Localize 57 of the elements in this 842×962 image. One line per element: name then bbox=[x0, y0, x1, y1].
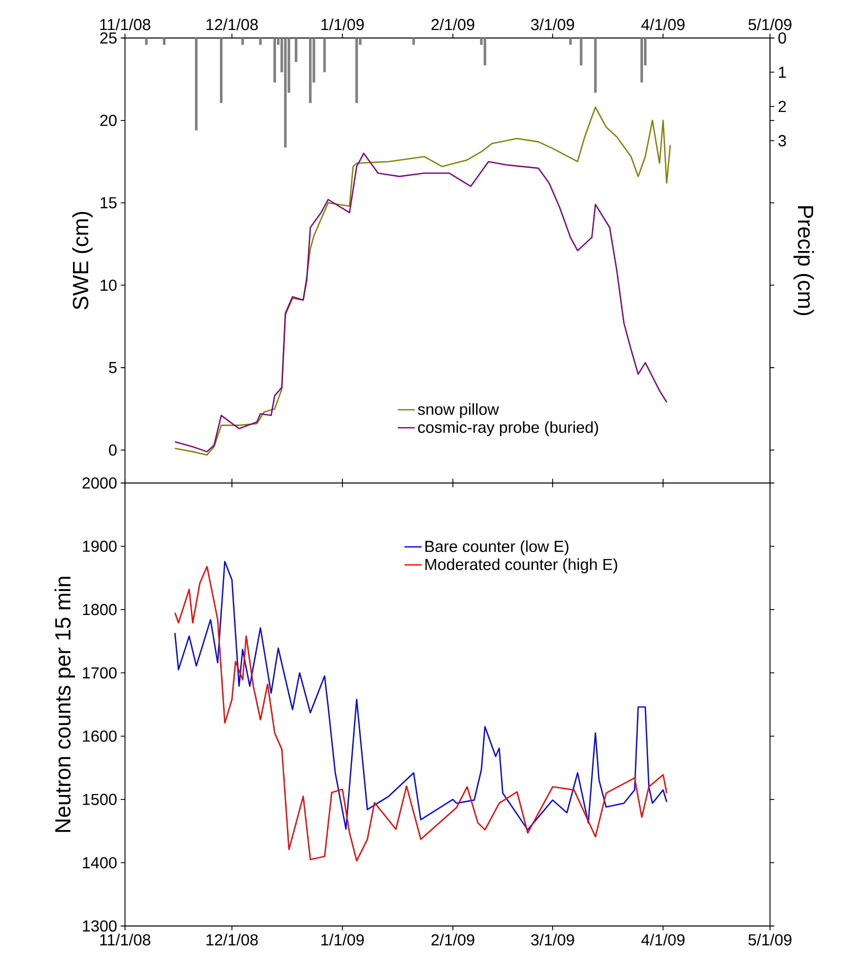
y2-tick-label: 2 bbox=[778, 100, 786, 112]
bar bbox=[640, 38, 644, 82]
y2-axis-title: Precip (cm) bbox=[793, 206, 814, 316]
legend-label: snow pillow bbox=[418, 403, 499, 418]
y-tick-label: 2000 bbox=[82, 477, 117, 489]
y-tick-label: 1300 bbox=[82, 920, 117, 932]
bar bbox=[569, 38, 572, 45]
x-tick-label: 3/1/09 bbox=[531, 934, 574, 946]
x-tick-label: 2/1/09 bbox=[431, 934, 474, 946]
y2-tick-label: 0 bbox=[778, 32, 786, 44]
bar bbox=[309, 38, 312, 104]
y2-tick-label: 3 bbox=[778, 135, 786, 146]
y2-tick-label: 1 bbox=[779, 66, 786, 78]
x-tick-label: 12/1/08 bbox=[206, 934, 258, 946]
bar bbox=[220, 38, 223, 104]
bar bbox=[355, 38, 358, 104]
y-tick-label: 1900 bbox=[82, 540, 117, 552]
legend-label: Moderated counter (high E) bbox=[425, 558, 618, 574]
y-tick-label: 10 bbox=[100, 280, 117, 291]
legend-label: cosmic-ray probe (buried) bbox=[418, 421, 598, 436]
x-tick-label: 11/1/08 bbox=[100, 934, 150, 946]
bar bbox=[580, 38, 582, 66]
bar bbox=[241, 38, 244, 45]
x-tick-label: 4/1/09 bbox=[641, 18, 684, 30]
bar bbox=[273, 38, 276, 82]
x-tick-label: 11/1/08 bbox=[100, 18, 150, 30]
y-axis-title: SWE (cm) bbox=[72, 212, 93, 310]
x-tick-label: 5/1/09 bbox=[748, 18, 792, 30]
y-tick-label: 1700 bbox=[82, 667, 117, 678]
y-tick-label: 1500 bbox=[82, 794, 117, 806]
x-tick-label: 4/1/09 bbox=[641, 934, 684, 946]
x-tick-label: 12/1/08 bbox=[206, 18, 258, 30]
y-tick-label: 20 bbox=[100, 114, 117, 126]
bar bbox=[284, 38, 287, 148]
y-tick-label: 1400 bbox=[82, 857, 117, 868]
bar bbox=[259, 38, 262, 45]
bar bbox=[162, 38, 166, 45]
y-tick-label: 5 bbox=[109, 362, 117, 374]
x-tick-label: 3/1/09 bbox=[531, 18, 574, 30]
y-axis-title: Neutron counts per 15 min bbox=[54, 576, 75, 832]
y-tick-label: 1600 bbox=[82, 730, 117, 742]
bar bbox=[594, 38, 597, 93]
bar bbox=[294, 38, 298, 62]
bar bbox=[194, 38, 198, 130]
y-tick-label: 15 bbox=[100, 197, 117, 208]
bar bbox=[412, 38, 415, 45]
y-tick-label: 1800 bbox=[82, 604, 117, 616]
x-tick-label: 1/1/09 bbox=[321, 18, 364, 30]
x-tick-label: 2/1/09 bbox=[431, 18, 474, 30]
y-tick-label: 0 bbox=[108, 444, 117, 456]
bar bbox=[145, 38, 148, 45]
bar bbox=[323, 38, 326, 72]
x-tick-label: 5/1/09 bbox=[748, 934, 792, 946]
bar bbox=[484, 38, 486, 66]
x-tick-label: 1/1/09 bbox=[321, 934, 364, 946]
y-tick-label: 25 bbox=[100, 32, 117, 44]
legend-label: Bare counter (low E) bbox=[425, 540, 568, 556]
